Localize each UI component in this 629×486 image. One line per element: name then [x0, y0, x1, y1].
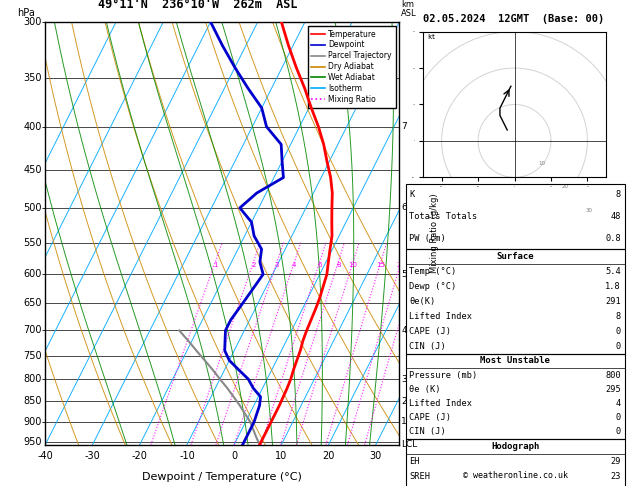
Text: 10: 10	[538, 161, 545, 166]
Text: EH: EH	[409, 457, 420, 466]
Text: 15: 15	[376, 262, 385, 268]
Text: -10: -10	[179, 451, 195, 461]
Text: 291: 291	[605, 297, 621, 306]
Text: 800: 800	[23, 374, 42, 384]
Text: 5.4: 5.4	[605, 267, 621, 276]
Text: 295: 295	[605, 385, 621, 394]
Text: LCL: LCL	[401, 440, 418, 449]
Text: PW (cm): PW (cm)	[409, 234, 446, 243]
Text: CIN (J): CIN (J)	[409, 342, 446, 351]
Text: 8: 8	[616, 312, 621, 321]
Text: K: K	[409, 190, 415, 199]
Text: Totals Totals: Totals Totals	[409, 212, 478, 221]
Text: 0.8: 0.8	[605, 234, 621, 243]
Text: CAPE (J): CAPE (J)	[409, 327, 452, 336]
Text: 0: 0	[616, 413, 621, 422]
Text: Hodograph: Hodograph	[491, 442, 539, 451]
Text: 400: 400	[23, 122, 42, 132]
Text: 48: 48	[610, 212, 621, 221]
Text: Dewpoint / Temperature (°C): Dewpoint / Temperature (°C)	[142, 472, 303, 482]
Text: Surface: Surface	[496, 252, 534, 261]
Text: 4: 4	[616, 399, 621, 408]
Text: 23: 23	[610, 472, 621, 481]
Text: 350: 350	[23, 73, 42, 83]
Text: 4: 4	[401, 326, 407, 335]
Text: 1: 1	[213, 262, 218, 268]
Text: θe (K): θe (K)	[409, 385, 441, 394]
Text: SREH: SREH	[409, 472, 430, 481]
Text: 30: 30	[586, 208, 593, 213]
Text: 2: 2	[251, 262, 255, 268]
Text: 800: 800	[605, 370, 621, 380]
Text: km
ASL: km ASL	[401, 0, 417, 17]
Text: Pressure (mb): Pressure (mb)	[409, 370, 478, 380]
Text: 2: 2	[401, 397, 407, 406]
Text: Lifted Index: Lifted Index	[409, 399, 472, 408]
Text: Mixing Ratio (g/kg): Mixing Ratio (g/kg)	[430, 193, 439, 273]
Text: -40: -40	[37, 451, 53, 461]
Text: 1.8: 1.8	[605, 282, 621, 291]
Text: Dewp (°C): Dewp (°C)	[409, 282, 457, 291]
Text: 6: 6	[401, 204, 407, 212]
Text: 02.05.2024  12GMT  (Base: 00): 02.05.2024 12GMT (Base: 00)	[423, 14, 604, 24]
Text: 750: 750	[23, 350, 42, 361]
Text: 600: 600	[23, 269, 42, 279]
Text: 10: 10	[348, 262, 357, 268]
Text: 29: 29	[610, 457, 621, 466]
Text: kt: kt	[427, 34, 435, 40]
Text: 450: 450	[23, 165, 42, 174]
Text: 20: 20	[397, 262, 406, 268]
Text: hPa: hPa	[17, 8, 35, 17]
Text: Lifted Index: Lifted Index	[409, 312, 472, 321]
Text: 4: 4	[292, 262, 296, 268]
Text: 0: 0	[231, 451, 237, 461]
Text: © weatheronline.co.uk: © weatheronline.co.uk	[464, 471, 568, 480]
Text: 8: 8	[336, 262, 340, 268]
Text: -20: -20	[132, 451, 148, 461]
Text: 5: 5	[401, 270, 407, 279]
Text: 0: 0	[616, 327, 621, 336]
Text: 20: 20	[323, 451, 335, 461]
Text: θe(K): θe(K)	[409, 297, 436, 306]
Text: 0: 0	[616, 342, 621, 351]
Text: 550: 550	[23, 238, 42, 247]
Text: CAPE (J): CAPE (J)	[409, 413, 452, 422]
Text: 10: 10	[276, 451, 287, 461]
Text: 0: 0	[616, 427, 621, 436]
Legend: Temperature, Dewpoint, Parcel Trajectory, Dry Adiabat, Wet Adiabat, Isotherm, Mi: Temperature, Dewpoint, Parcel Trajectory…	[308, 26, 396, 108]
Text: 8: 8	[616, 190, 621, 199]
Text: 1: 1	[401, 417, 407, 426]
Text: 900: 900	[23, 417, 42, 427]
Text: CIN (J): CIN (J)	[409, 427, 446, 436]
Text: 700: 700	[23, 326, 42, 335]
Text: Most Unstable: Most Unstable	[480, 356, 550, 365]
Text: 3: 3	[275, 262, 279, 268]
Text: 850: 850	[23, 396, 42, 406]
Text: 500: 500	[23, 203, 42, 213]
Text: -30: -30	[85, 451, 101, 461]
Text: 650: 650	[23, 298, 42, 309]
Text: 49°11'N  236°10'W  262m  ASL: 49°11'N 236°10'W 262m ASL	[98, 0, 298, 11]
Text: 950: 950	[23, 436, 42, 447]
Text: 30: 30	[370, 451, 382, 461]
Text: 300: 300	[23, 17, 42, 27]
Text: 6: 6	[318, 262, 322, 268]
Text: 3: 3	[401, 375, 407, 383]
Text: Temp (°C): Temp (°C)	[409, 267, 457, 276]
Text: 7: 7	[401, 122, 407, 131]
Text: 20: 20	[562, 184, 569, 190]
